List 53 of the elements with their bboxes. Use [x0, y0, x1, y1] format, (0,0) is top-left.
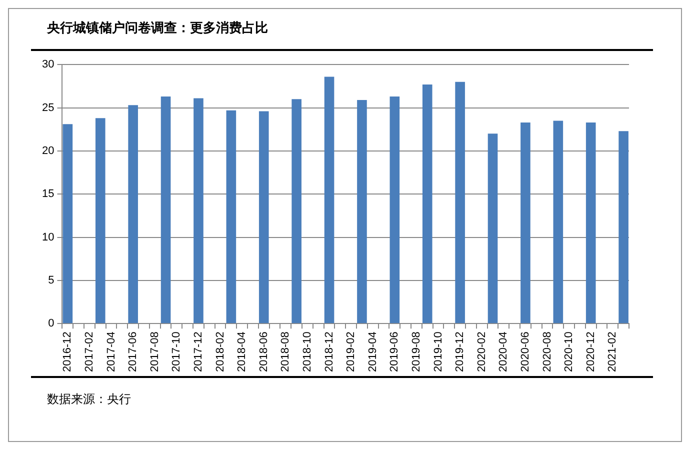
bar: [128, 105, 138, 324]
bar: [95, 118, 106, 324]
bar: [194, 98, 204, 324]
y-tick-label: 0: [48, 318, 54, 330]
x-tick-label: 2017-08: [148, 332, 161, 372]
x-tick-label: 2017-06: [127, 332, 140, 372]
bar: [618, 131, 628, 324]
x-tick-label: 2019-10: [432, 332, 444, 372]
x-tick-label: 2020-08: [541, 332, 554, 372]
chart-title: 央行城镇储户问卷调查：更多消费占比: [47, 20, 268, 37]
x-tick-label: 2017-12: [192, 332, 205, 372]
bar: [390, 96, 400, 324]
bar: [586, 122, 596, 324]
x-tick-label: 2018-04: [236, 332, 248, 372]
x-tick-label: 2016-12: [62, 332, 74, 372]
bar: [455, 82, 465, 324]
x-tick-label: 2018-12: [323, 332, 336, 372]
x-tick-label: 2018-06: [258, 332, 270, 372]
source-note: 数据来源：央行: [47, 391, 131, 408]
x-tick-label: 2019-04: [366, 332, 379, 372]
y-tick-label: 5: [48, 274, 54, 286]
y-tick-label: 20: [42, 144, 54, 157]
bar: [488, 134, 498, 324]
y-tick-label: 30: [42, 58, 54, 71]
x-tick-label: 2020-12: [584, 332, 597, 372]
x-tick-label: 2020-06: [519, 332, 532, 372]
bar: [160, 96, 171, 324]
x-tick-label: 2019-02: [345, 332, 358, 372]
x-tick-label: 2018-10: [302, 332, 314, 372]
bar: [324, 76, 334, 324]
x-tick-label: 2019-12: [454, 332, 466, 372]
x-tick-label: 2019-06: [388, 332, 401, 372]
bar: [292, 99, 302, 324]
bar: [226, 110, 236, 324]
x-tick-label: 2020-10: [563, 332, 576, 372]
x-tick-label: 2021-02: [606, 332, 619, 372]
x-tick-label: 2020-02: [476, 332, 488, 372]
bar: [62, 124, 73, 324]
y-tick-label: 10: [42, 231, 54, 244]
y-tick-label: 15: [42, 188, 54, 200]
bar: [258, 111, 269, 324]
bar: [553, 120, 564, 324]
bar: [422, 84, 432, 324]
x-tick-label: 2018-02: [214, 332, 226, 372]
x-tick-label: 2019-08: [410, 332, 422, 372]
x-tick-label: 2017-02: [84, 332, 96, 372]
x-tick-label: 2017-04: [105, 332, 118, 372]
bar: [520, 122, 530, 324]
x-tick-label: 2017-10: [170, 332, 183, 372]
x-tick-label: 2020-04: [498, 332, 510, 372]
x-tick-label: 2018-08: [280, 332, 292, 372]
y-tick-label: 25: [42, 102, 54, 114]
bar: [357, 100, 367, 324]
